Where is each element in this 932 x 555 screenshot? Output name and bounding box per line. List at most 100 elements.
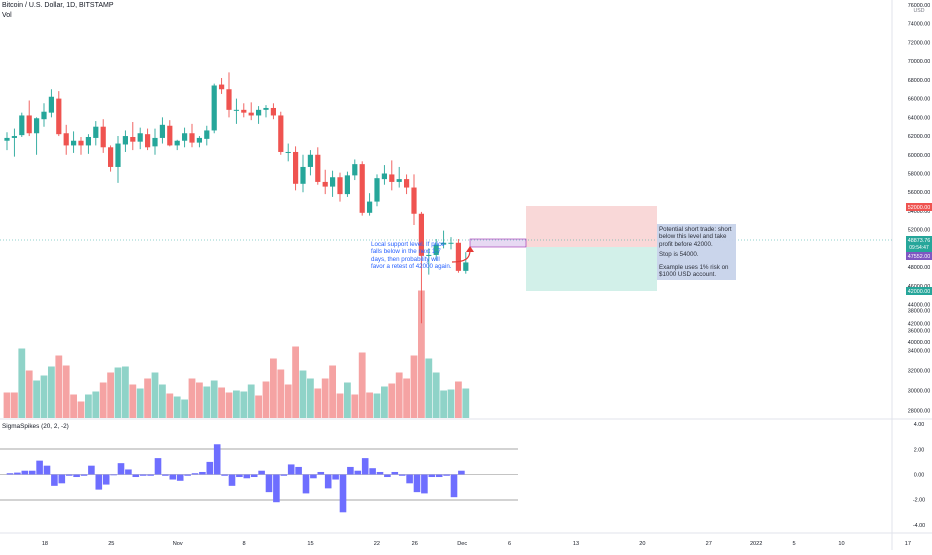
candle-body	[463, 262, 469, 271]
stop-zone-box[interactable]	[526, 206, 657, 247]
sigma-bar	[199, 471, 206, 475]
candle-body	[411, 187, 417, 214]
volume-bar	[122, 366, 129, 418]
volume-bar	[381, 386, 388, 418]
price-tick-label: 58000.00	[908, 172, 930, 178]
time-tick-label: 10	[838, 541, 844, 547]
candle-body	[56, 98, 62, 135]
sigma-bar	[273, 474, 280, 503]
volume-tick-label: 36000.00	[908, 329, 930, 335]
time-tick-label: 13	[573, 541, 579, 547]
volume-bar	[307, 378, 314, 418]
candle-body	[71, 140, 77, 146]
price-tick-label: 68000.00	[908, 78, 930, 84]
volume-tick-label: 38000.00	[908, 309, 930, 315]
sigma-bar	[310, 474, 317, 479]
candle-body	[248, 112, 254, 116]
sigma-bar	[295, 466, 302, 475]
sigma-bar	[132, 474, 140, 478]
sigma-bar	[95, 474, 103, 490]
current-badge: 48873.76	[908, 238, 930, 244]
sigma-tick-label: 0.00	[914, 473, 925, 479]
candle-body	[441, 242, 447, 245]
volume-bar	[166, 393, 174, 418]
sigma-bar	[376, 471, 384, 475]
volume-bar	[159, 384, 166, 418]
sigma-bar	[280, 474, 288, 476]
sigma-bar	[125, 469, 132, 475]
candle-body	[174, 140, 180, 146]
price-tick-label: 54000.00	[908, 209, 930, 215]
volume-bar	[144, 378, 151, 418]
candle-body	[219, 84, 225, 90]
volume-bar	[366, 392, 373, 418]
sigma-bar	[332, 474, 339, 480]
candle-body	[152, 137, 158, 147]
sigma-bar	[317, 471, 325, 475]
volume-bar	[425, 358, 433, 418]
volume-bar	[11, 392, 18, 418]
volume-bar	[255, 395, 262, 418]
sigma-bar	[443, 474, 450, 476]
volume-bar	[277, 369, 285, 418]
sigma-bar	[250, 474, 258, 478]
sigma-bar	[421, 474, 428, 494]
support-note[interactable]: Local support level. If price falls belo…	[371, 241, 452, 271]
sigma-bar	[43, 465, 51, 475]
volume-bar	[188, 378, 196, 418]
sigma-bar	[243, 474, 251, 479]
sigma-bar	[21, 470, 29, 475]
sigma-bar	[347, 466, 354, 475]
candle-body	[167, 125, 173, 146]
time-tick-label: 15	[307, 541, 313, 547]
sigma-bar	[384, 474, 391, 478]
candle-body	[100, 126, 106, 148]
volume-bar	[344, 382, 351, 418]
candle-body	[426, 254, 432, 256]
time-tick-label: 17	[905, 541, 911, 547]
time-tick-label: 26	[412, 541, 418, 547]
sigma-bar	[88, 465, 95, 475]
volume-bar	[233, 390, 240, 418]
time-tick-label: 18	[42, 541, 48, 547]
candle-body	[226, 89, 232, 110]
price-tick-label: 62000.00	[908, 134, 930, 140]
candle-body	[418, 213, 424, 256]
annotation-arrowhead	[466, 246, 474, 252]
volume-bar	[173, 396, 181, 418]
volume-bar	[447, 389, 455, 418]
sigma-bar	[102, 474, 110, 485]
volume-bar	[247, 384, 255, 418]
volume-tick-label: 32000.00	[908, 369, 930, 375]
volume-bars	[3, 290, 470, 418]
volume-bar	[218, 387, 225, 418]
candle-body	[108, 147, 114, 167]
candle-body	[145, 134, 151, 148]
volume-bar	[270, 358, 277, 418]
sigma-bar	[6, 473, 14, 475]
target-zone-box[interactable]	[526, 247, 657, 291]
candle-body	[4, 137, 10, 141]
sigma-bar	[361, 458, 369, 475]
sigma-bar	[176, 474, 184, 481]
sigma-bar	[14, 472, 21, 475]
indicator-label: SigmaSpikes (20, 2, -2)	[2, 423, 69, 430]
candle-body	[204, 130, 210, 139]
volume-bar	[225, 392, 233, 418]
volume-bar	[462, 388, 470, 418]
axis-unit: USD	[914, 8, 925, 14]
sigma-bar	[228, 474, 236, 486]
candle-body	[196, 137, 202, 143]
trade-note-box[interactable]: Potential short trade: short below this …	[657, 224, 736, 280]
candle-body	[48, 96, 54, 113]
volume-bar	[136, 388, 144, 418]
price-tick-label: 64000.00	[908, 115, 930, 121]
sigma-bar	[406, 474, 413, 484]
time-tick-label: Dec	[457, 541, 467, 547]
candle-body	[337, 177, 343, 195]
support-box[interactable]	[469, 238, 527, 248]
volume-bar	[77, 401, 85, 418]
sigma-tick-label: -2.00	[913, 498, 925, 504]
